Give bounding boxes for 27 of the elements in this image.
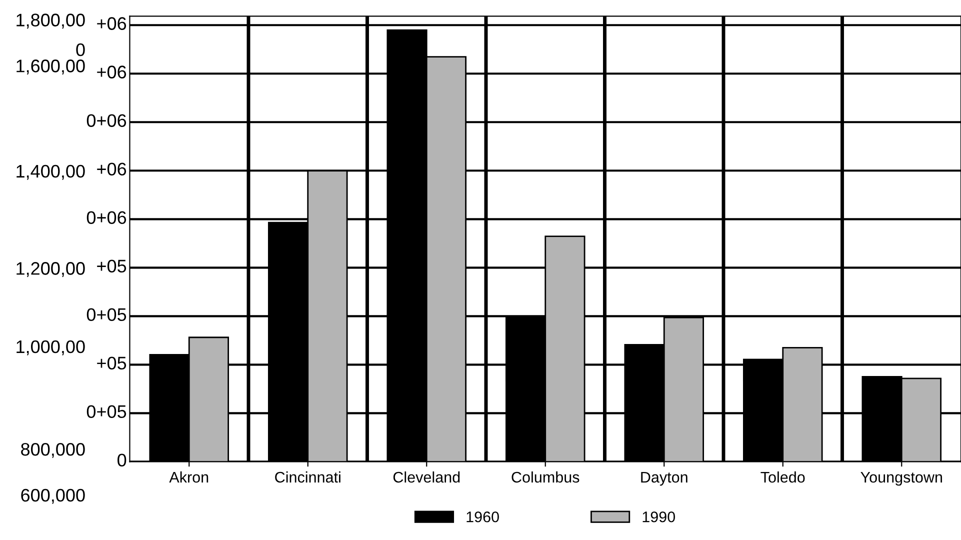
text: 800,000: [21, 442, 85, 458]
text: +05: [97, 356, 126, 370]
text: 1,600,00: [16, 60, 85, 74]
x-tick-label: Cincinnati: [275, 471, 340, 483]
x-tick-label: Toledo: [760, 471, 805, 483]
text: 0+05: [86, 308, 126, 322]
text: 1,400,00: [16, 164, 85, 180]
x-tick-label: Dayton: [641, 472, 688, 486]
text: +06: [97, 66, 126, 78]
text: 0+06: [86, 114, 126, 127]
text: +06: [97, 17, 126, 30]
x-tick-label: Youngstown: [860, 472, 942, 486]
text: 0: [118, 454, 126, 467]
text: 1,000,00: [16, 340, 85, 356]
text: +05: [97, 260, 126, 273]
legend-label: 1990: [642, 511, 676, 522]
text: 1,800,00: [16, 14, 85, 29]
text: 600,000: [21, 488, 85, 504]
x-tick-label: Columbus: [512, 471, 580, 483]
text: +06: [97, 162, 126, 176]
text: 0+05: [86, 405, 126, 418]
text: 0+06: [86, 211, 126, 224]
text: 1,200,00: [16, 262, 85, 277]
x-tick-label: Akron: [169, 471, 208, 483]
legend-label: 1960: [466, 511, 499, 522]
text: 0: [76, 43, 85, 56]
x-tick-label: Cleveland: [393, 471, 460, 483]
